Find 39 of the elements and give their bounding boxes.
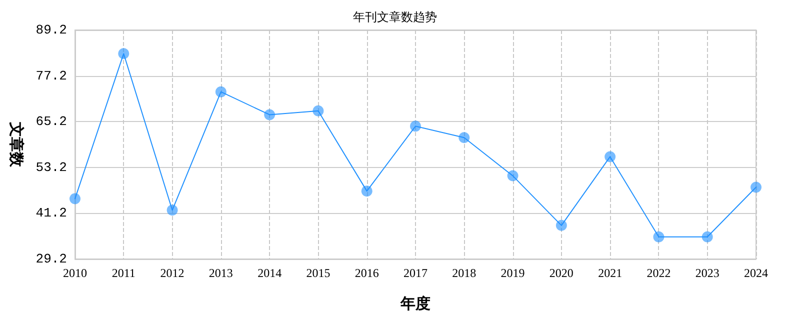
x-tick-label: 2010: [63, 266, 87, 280]
x-tick-label: 2014: [258, 266, 282, 280]
x-tick-label: 2021: [598, 266, 622, 280]
x-tick-label: 2024: [744, 266, 768, 280]
y-tick-label: 41.2: [36, 206, 67, 221]
point: [70, 193, 80, 204]
x-tick-label: 2011: [112, 266, 136, 280]
point: [556, 220, 567, 231]
x-tick-label: 2016: [354, 266, 379, 280]
point: [215, 86, 226, 98]
x-tick-label: 2013: [208, 266, 233, 280]
y-tick-label: 89.2: [36, 22, 67, 38]
x-tick-label: 2019: [500, 266, 525, 280]
x-tick-label: 2015: [306, 266, 330, 280]
point: [264, 109, 276, 120]
point: [750, 182, 762, 193]
point: [361, 186, 372, 197]
x-tick-label: 2020: [549, 266, 574, 280]
x-tick-label: 2018: [452, 266, 476, 280]
x-tick-label: 2012: [160, 266, 184, 280]
point: [410, 120, 421, 132]
y-tick-label: 65.2: [36, 114, 67, 130]
point: [118, 48, 130, 60]
point: [507, 170, 518, 182]
y-axis-title: 文章数: [8, 121, 26, 168]
point: [653, 231, 664, 242]
y-tick-label: 53.2: [36, 160, 67, 175]
point: [312, 105, 324, 116]
y-tick-label: 29.2: [36, 252, 67, 266]
point: [166, 204, 178, 216]
point: [458, 132, 470, 144]
y-tick-label: 77.2: [36, 68, 67, 84]
x-tick-label: 2017: [404, 266, 428, 280]
point: [604, 151, 616, 162]
x-tick-label: 2023: [695, 266, 720, 280]
x-axis-title: 年度: [400, 294, 430, 312]
point: [702, 231, 713, 242]
x-tick-label: 2022: [646, 266, 671, 280]
chart-title: 年刊文章数趋势: [353, 10, 437, 24]
